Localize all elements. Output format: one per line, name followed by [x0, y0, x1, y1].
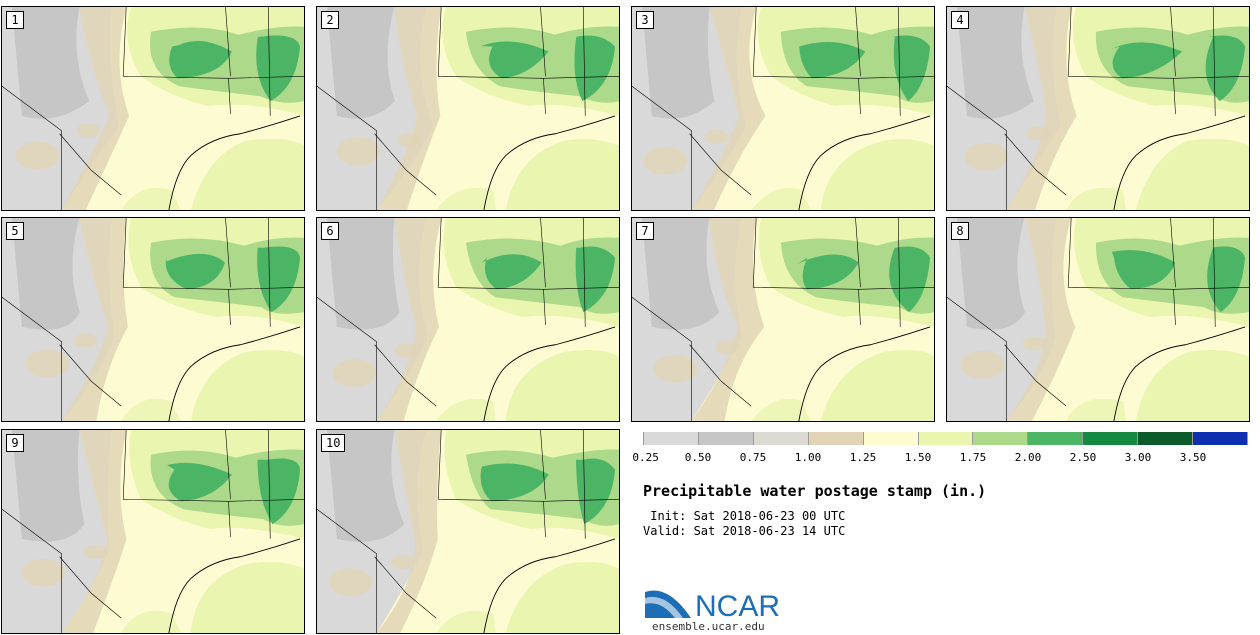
- colorbar-label: 0.75: [739, 451, 767, 464]
- panel-number: 2: [321, 11, 339, 29]
- postage-stamp-panel: 6: [316, 217, 620, 422]
- colorbar-label: 1.25: [849, 451, 877, 464]
- colorbar: [643, 432, 1248, 445]
- postage-stamp-panel: 5: [1, 217, 305, 422]
- panel-number: 10: [321, 434, 346, 452]
- colorbar-label: 2.50: [1069, 451, 1097, 464]
- colorbar-bin: [643, 432, 699, 445]
- colorbar-label: 0.50: [684, 451, 712, 464]
- precip-map: [317, 430, 619, 633]
- colorbar-bin: [753, 432, 809, 445]
- colorbar-bin: [918, 432, 974, 445]
- precip-map: [317, 7, 619, 210]
- colorbar-label: 1.75: [959, 451, 987, 464]
- precip-map: [632, 218, 934, 421]
- panel-number: 7: [636, 222, 654, 240]
- colorbar-labels: 0.25 0.50 0.75 1.00 1.25 1.50 1.75 2.00 2.50 3.00…: [632, 451, 1248, 465]
- colorbar-bin: [1193, 432, 1248, 445]
- colorbar-label: 1.50: [904, 451, 932, 464]
- colorbar-bin: [973, 432, 1029, 445]
- colorbar-bin: [863, 432, 919, 445]
- panel-number: 3: [636, 11, 654, 29]
- postage-stamp-panel: 10: [316, 429, 620, 634]
- panel-number: 4: [951, 11, 969, 29]
- panel-number: 1: [6, 11, 24, 29]
- precip-map: [2, 7, 304, 210]
- precip-map: [317, 218, 619, 421]
- colorbar-label: 0.25: [632, 451, 659, 464]
- panel-number: 5: [6, 222, 24, 240]
- colorbar-label: 1.00: [794, 451, 822, 464]
- precip-map: [2, 430, 304, 633]
- website-url: ensemble.ucar.edu: [652, 620, 765, 633]
- panel-number: 8: [951, 222, 969, 240]
- colorbar-bin: [698, 432, 754, 445]
- precip-map: [947, 218, 1249, 421]
- valid-time: Valid: Sat 2018-06-23 14 UTC: [643, 524, 846, 538]
- postage-stamp-panel: 7: [631, 217, 935, 422]
- postage-stamp-panel: 2: [316, 6, 620, 211]
- postage-stamp-panel: 4: [946, 6, 1250, 211]
- colorbar-bin: [1028, 432, 1084, 445]
- precip-map: [2, 218, 304, 421]
- postage-stamp-panel: 1: [1, 6, 305, 211]
- colorbar-bin: [1083, 432, 1139, 445]
- postage-stamp-panel: 9: [1, 429, 305, 634]
- init-time: Init: Sat 2018-06-23 00 UTC: [643, 509, 846, 523]
- postage-stamp-panel: 3: [631, 6, 935, 211]
- colorbar-label: 3.00: [1124, 451, 1152, 464]
- ncar-logo: NCAR: [645, 590, 780, 620]
- panel-number: 6: [321, 222, 339, 240]
- colorbar-label: 2.00: [1014, 451, 1042, 464]
- precip-map: [632, 7, 934, 210]
- colorbar-bin: [808, 432, 864, 445]
- logo-text: NCAR: [695, 590, 780, 620]
- colorbar-bin: [1138, 432, 1194, 445]
- postage-stamp-panel: 8: [946, 217, 1250, 422]
- colorbar-label: 3.50: [1179, 451, 1207, 464]
- chart-title: Precipitable water postage stamp (in.): [643, 482, 987, 500]
- panel-number: 9: [6, 434, 24, 452]
- precip-map: [947, 7, 1249, 210]
